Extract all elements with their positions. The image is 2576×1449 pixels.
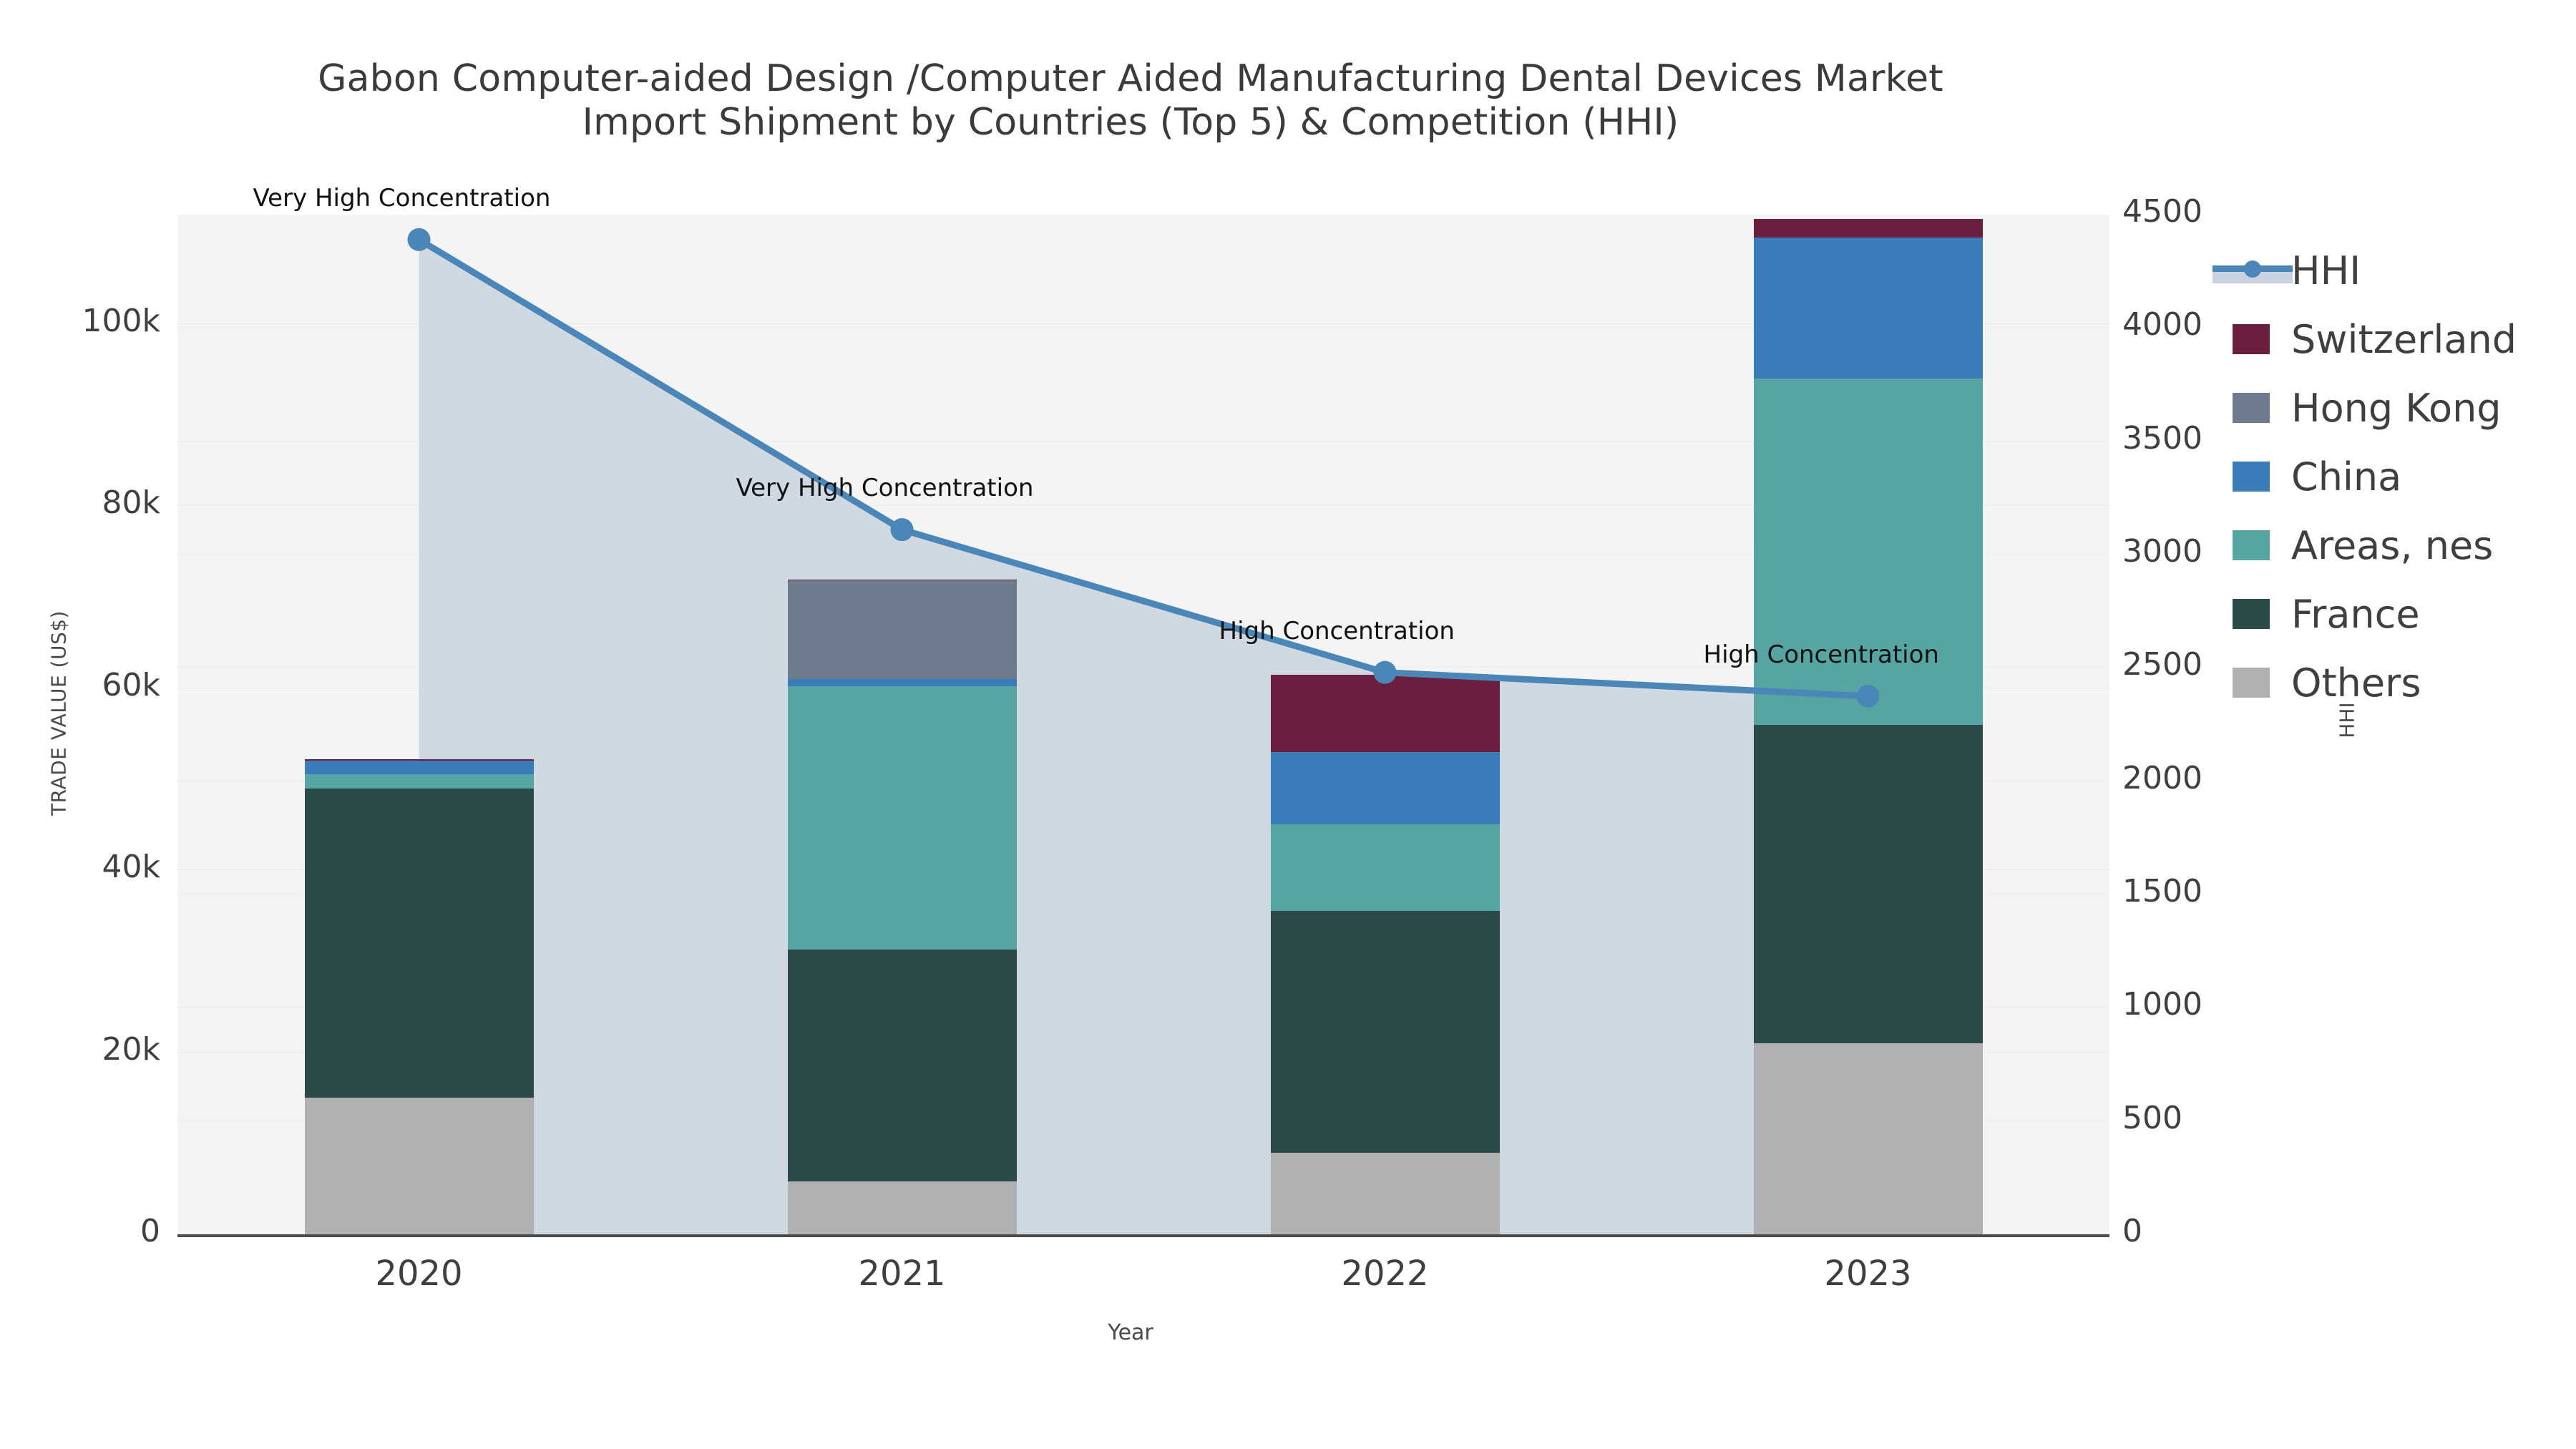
y-tick-left-0: 0	[140, 1213, 160, 1249]
y-tick-left-100k: 100k	[82, 302, 160, 339]
hhi-point-2023[interactable]	[1856, 684, 1880, 708]
hhi-point-2020[interactable]	[407, 228, 431, 251]
legend-label: Switzerland	[2291, 316, 2517, 362]
legend-item-hhi[interactable]: HHI	[2212, 236, 2569, 305]
annotation-2023: High Concentration	[1703, 640, 1939, 669]
hhi-point-2021[interactable]	[890, 518, 914, 542]
hhi-area-fill	[419, 239, 1868, 1234]
x-tick-2023: 2023	[1824, 1254, 1912, 1294]
legend-item-others[interactable]: Others	[2233, 648, 2569, 717]
y-tick-right-1500: 1500	[2122, 873, 2202, 909]
legend-swatch-icon	[2233, 462, 2270, 492]
bar-segment-others-2020[interactable]	[304, 1098, 534, 1234]
legend-label: HHI	[2291, 248, 2361, 293]
bar-segment-others-2022[interactable]	[1270, 1152, 1500, 1234]
bar-2020[interactable]	[304, 758, 534, 1234]
bar-2022[interactable]	[1270, 674, 1500, 1234]
legend-label: Hong Kong	[2291, 385, 2502, 431]
annotation-2021: Very High Concentration	[736, 474, 1034, 503]
bar-segment-areas-nes-2021[interactable]	[787, 686, 1017, 950]
gridline-left	[177, 323, 2109, 324]
y-tick-right-3500: 3500	[2122, 419, 2202, 457]
legend-swatch-icon	[2233, 668, 2270, 698]
x-axis-label: Year	[1108, 1320, 1153, 1345]
y-tick-right-2500: 2500	[2122, 646, 2202, 683]
legend-swatch-icon	[2233, 324, 2270, 354]
bar-segment-china-2021[interactable]	[787, 678, 1017, 687]
gridline-left	[177, 505, 2109, 507]
legend-line-marker-icon	[2212, 255, 2293, 286]
y-tick-right-3000: 3000	[2122, 533, 2202, 570]
bar-segment-areas-nes-2022[interactable]	[1270, 824, 1500, 912]
hhi-point-2022[interactable]	[1373, 660, 1397, 684]
hhi-line	[407, 228, 1880, 708]
bar-segment-china-2023[interactable]	[1753, 237, 1983, 379]
bar-segment-areas-nes-2020[interactable]	[304, 774, 534, 789]
chart-title-line-2: Import Shipment by Countries (Top 5) & C…	[582, 101, 1679, 145]
y-axis-label-left: TRADE VALUE (US$)	[47, 610, 71, 816]
bar-segment-france-2022[interactable]	[1270, 911, 1500, 1153]
bar-segment-switzerland-2022[interactable]	[1270, 674, 1500, 752]
gridline-right	[177, 554, 2109, 555]
x-axis-line	[177, 1234, 2109, 1237]
bar-segment-switzerland-2020[interactable]	[304, 758, 534, 761]
legend-swatch-icon	[2233, 599, 2270, 629]
bar-2021[interactable]	[787, 579, 1017, 1234]
chart-title: Gabon Computer-aided Design /Computer Ai…	[0, 57, 2261, 145]
bar-segment-china-2020[interactable]	[304, 761, 534, 775]
bar-segment-switzerland-2023[interactable]	[1753, 219, 1983, 238]
legend-item-areas-nes[interactable]: Areas, nes	[2233, 511, 2569, 580]
annotation-2020: Very High Concentration	[253, 183, 551, 213]
bar-segment-france-2020[interactable]	[304, 788, 534, 1098]
legend-label: Areas, nes	[2291, 522, 2494, 568]
bar-segment-france-2021[interactable]	[787, 949, 1017, 1182]
legend-item-france[interactable]: France	[2233, 580, 2569, 648]
y-tick-right-4500: 4500	[2122, 193, 2202, 230]
legend-label: France	[2291, 591, 2420, 637]
x-tick-2020: 2020	[375, 1254, 463, 1294]
bar-segment-others-2021[interactable]	[787, 1181, 1017, 1234]
x-tick-2021: 2021	[858, 1254, 946, 1294]
bar-2023[interactable]	[1753, 219, 1983, 1234]
legend-label: Others	[2291, 660, 2421, 706]
legend-item-switzerland[interactable]: Switzerland	[2233, 305, 2569, 374]
y-tick-right-0: 0	[2122, 1213, 2142, 1249]
bar-segment-france-2023[interactable]	[1753, 724, 1983, 1043]
bar-segment-switzerland-2021[interactable]	[787, 579, 1017, 581]
bar-segment-china-2022[interactable]	[1270, 751, 1500, 825]
bar-segment-hong-kong-2021[interactable]	[787, 580, 1017, 679]
y-tick-right-2000: 2000	[2122, 759, 2202, 796]
annotation-2022: High Concentration	[1219, 616, 1455, 645]
plot-area	[177, 215, 2109, 1234]
y-tick-right-1000: 1000	[2122, 986, 2202, 1023]
legend-swatch-icon	[2233, 530, 2270, 560]
chart-title-line-1: Gabon Computer-aided Design /Computer Ai…	[318, 57, 1943, 100]
x-tick-2022: 2022	[1341, 1254, 1429, 1294]
bar-segment-areas-nes-2023[interactable]	[1753, 379, 1983, 725]
legend-swatch-icon	[2233, 393, 2270, 423]
legend-item-china[interactable]: China	[2233, 442, 2569, 511]
y-tick-right-4000: 4000	[2122, 306, 2202, 343]
bar-segment-others-2023[interactable]	[1753, 1043, 1983, 1234]
y-tick-left-20k: 20k	[102, 1030, 160, 1068]
chart-legend: HHI Switzerland Hong Kong China Areas, nes Fr…	[2212, 236, 2569, 717]
gridline-right	[177, 327, 2109, 328]
y-tick-right-500: 500	[2122, 1099, 2182, 1136]
y-tick-left-40k: 40k	[102, 849, 160, 886]
y-tick-left-80k: 80k	[102, 484, 160, 522]
plot-clip	[177, 215, 2109, 1234]
y-tick-left-60k: 60k	[102, 666, 160, 703]
legend-label: China	[2291, 454, 2402, 499]
legend-item-hong-kong[interactable]: Hong Kong	[2233, 374, 2569, 442]
